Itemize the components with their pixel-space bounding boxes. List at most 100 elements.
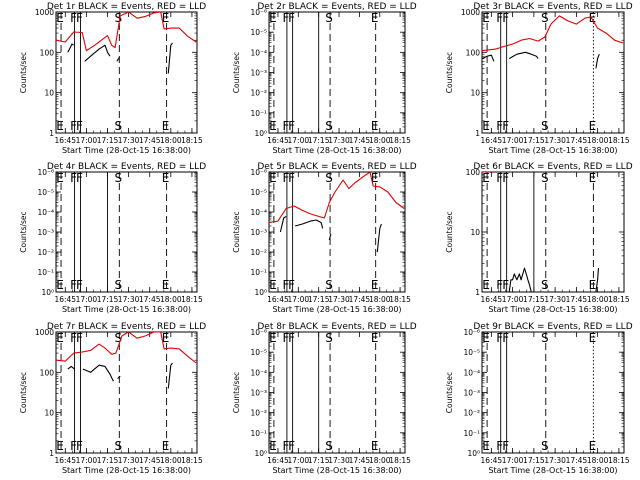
lld-series-line [482, 15, 624, 52]
x-tick-label: 18:00 [160, 295, 182, 304]
x-tick-label: 16:45 [267, 456, 289, 465]
y-tick-label: 1 [49, 129, 54, 138]
event-marker-label-bottom: E [56, 119, 64, 133]
y-tick-label: 10⁻⁶ [37, 168, 54, 177]
event-marker-label-top: F [288, 331, 295, 345]
y-tick-label: 10⁻⁴ [250, 208, 267, 217]
y-axis-label: Counts/sec [445, 372, 454, 413]
event-marker-label-bottom: E [56, 278, 64, 292]
y-tick-label: 10⁻² [250, 409, 267, 418]
event-marker-label-bottom: S [115, 119, 123, 133]
y-tick-label: 10⁻³ [37, 228, 54, 237]
event-marker-label-top: F [282, 331, 289, 345]
event-marker-label-top: F [502, 11, 509, 25]
y-tick-label: 10⁻³ [250, 228, 267, 237]
x-tick-label: 17:00 [288, 295, 310, 304]
event-marker-label-bottom: E [162, 439, 170, 453]
y-axis-label: Counts/sec [19, 52, 28, 93]
event-marker-label-bottom: S [325, 119, 333, 133]
event-marker-label-top: S [541, 331, 549, 345]
event-marker-label-bottom: E [371, 278, 379, 292]
x-tick-label: 17:30 [118, 295, 140, 304]
event-marker-label-top: F [76, 331, 83, 345]
x-tick-label: 17:00 [288, 136, 310, 145]
chart-title: Det 7r BLACK = Events, RED = LLD [47, 322, 206, 332]
data-layer [482, 15, 624, 69]
y-axis-label: Counts/sec [232, 372, 241, 413]
y-tick-label: 10⁻⁶ [250, 328, 267, 337]
lld-series-line [56, 12, 197, 52]
y-tick-label: 1000 [461, 8, 480, 17]
x-tick-label: 17:15 [523, 136, 545, 145]
x-tick-label: 17:00 [76, 136, 98, 145]
x-tick-label: 16:45 [481, 295, 503, 304]
y-tick-label: 10⁰ [467, 449, 480, 458]
event-marker-label-top: S [325, 11, 333, 25]
event-marker-label-top: E [269, 11, 277, 25]
y-tick-label: 10⁻⁵ [37, 188, 54, 197]
x-tick-label: 17:00 [502, 136, 524, 145]
y-tick-label: 10⁻⁴ [37, 208, 54, 217]
x-tick-label: 18:15 [389, 456, 411, 465]
events-series-line [84, 44, 111, 62]
x-tick-label: 17:45 [566, 295, 588, 304]
x-tick-label: 18:15 [181, 295, 203, 304]
events-series-line [67, 43, 74, 53]
event-marker-label-top: E [589, 171, 597, 185]
event-marker-label-top: E [56, 11, 64, 25]
x-tick-label: 18:15 [181, 136, 203, 145]
y-tick-label: 10⁻² [250, 248, 267, 257]
x-tick-label: 18:00 [587, 295, 609, 304]
event-marker-label-top: F [70, 331, 77, 345]
x-axis-label: Start Time (28-Oct-15 16:38:00) [488, 466, 617, 475]
x-tick-label: 18:00 [369, 136, 391, 145]
y-tick-label: 1 [475, 288, 480, 297]
chart-panel-6r: Det 6r BLACK = Events, RED = LLD 1 10 100 16… [445, 162, 633, 314]
event-marker-label-bottom: F [496, 439, 503, 453]
chart-title: Det 9r BLACK = Events, RED = LLD [473, 322, 632, 332]
event-marker-label-bottom: E [482, 439, 490, 453]
event-marker-label-top: F [288, 171, 295, 185]
event-marker-label-top: F [502, 171, 509, 185]
y-tick-label: 10⁻² [463, 409, 480, 418]
y-tick-label: 10⁻⁴ [250, 48, 267, 57]
x-axis-label: Start Time (28-Oct-15 16:38:00) [62, 146, 191, 155]
x-tick-label: 16:45 [267, 136, 289, 145]
y-tick-label: 10⁻⁵ [250, 28, 267, 37]
y-tick-label: 10 [44, 89, 54, 98]
data-layer [269, 172, 405, 253]
event-marker-label-top: E [482, 11, 490, 25]
y-tick-label: 10⁻³ [250, 389, 267, 398]
event-marker-label-bottom: F [282, 119, 289, 133]
event-marker-label-bottom: E [482, 278, 490, 292]
event-marker-label-bottom: F [70, 119, 77, 133]
events-series-line [117, 375, 121, 380]
event-marker-label-bottom: S [115, 278, 123, 292]
x-tick-label: 18:00 [369, 456, 391, 465]
event-marker-label-top: F [70, 11, 77, 25]
x-tick-label: 17:30 [328, 295, 350, 304]
events-series-line [595, 54, 600, 69]
event-marker-label-bottom: S [541, 439, 549, 453]
event-marker-label-top: S [115, 171, 123, 185]
x-tick-label: 17:15 [97, 295, 119, 304]
x-tick-label: 17:30 [544, 456, 566, 465]
events-series-line [279, 215, 287, 233]
event-marker-label-bottom: E [269, 278, 277, 292]
y-tick-label: 10⁰ [254, 288, 267, 297]
event-marker-label-bottom: E [589, 278, 597, 292]
y-tick-label: 10⁻¹ [250, 429, 267, 438]
chart-title: Det 5r BLACK = Events, RED = LLD [257, 162, 416, 172]
x-tick-label: 17:30 [118, 136, 140, 145]
event-marker-label-top: E [162, 331, 170, 345]
event-marker-label-top: E [589, 11, 597, 25]
x-axis-label: Start Time (28-Oct-15 16:38:00) [488, 146, 617, 155]
x-tick-label: 17:45 [139, 136, 161, 145]
y-axis-label: Counts/sec [232, 211, 241, 252]
event-marker-label-bottom: S [325, 439, 333, 453]
event-marker-label-bottom: F [496, 119, 503, 133]
x-tick-label: 17:45 [139, 456, 161, 465]
y-tick-label: 10⁻⁴ [463, 368, 480, 377]
y-tick-label: 10⁻² [37, 248, 54, 257]
event-marker-label-top: E [482, 171, 490, 185]
